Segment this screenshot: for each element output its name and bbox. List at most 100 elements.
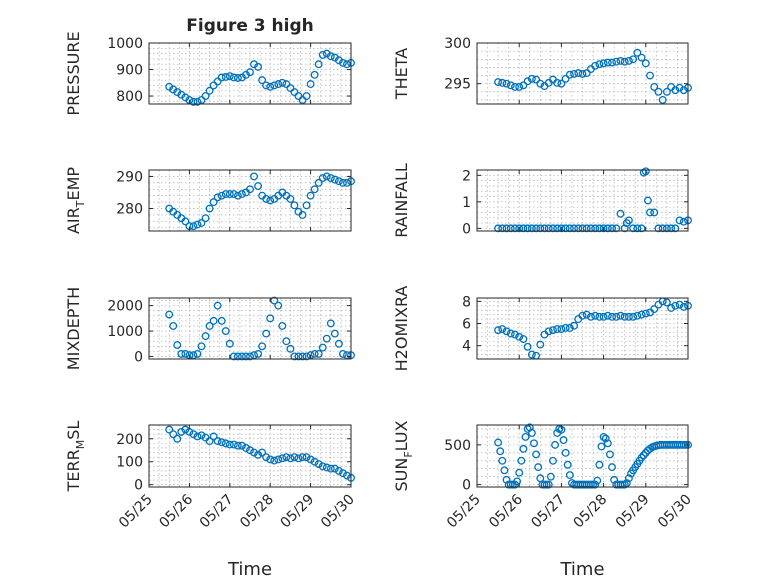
panel-rainfall-point — [675, 216, 684, 225]
panel-sun-flux-point — [603, 439, 612, 448]
panel-rainfall-point — [549, 224, 557, 233]
panel-rainfall-point — [565, 224, 574, 233]
panel-air-temp-point — [298, 210, 307, 219]
panel-pressure-point — [338, 58, 347, 67]
panel-mixdepth-point — [326, 319, 335, 328]
panel-terr-msl-point — [225, 440, 234, 449]
panel-sun-flux-point — [517, 456, 526, 465]
panel-h2omixra-point — [608, 312, 616, 321]
panel-terr-msl-point — [237, 441, 246, 450]
panel-rainfall-point — [603, 224, 612, 233]
panel-terr-msl-point — [233, 441, 242, 450]
panel-h2omixra-point — [523, 342, 532, 351]
panel-pressure-point — [246, 68, 254, 77]
panel-sun-flux-axes — [476, 424, 689, 488]
panel-rainfall-point — [527, 224, 536, 233]
panel-pressure-point — [266, 82, 275, 91]
panel-rainfall-point — [658, 224, 667, 233]
panel-pressure-point — [282, 80, 291, 89]
panel-rainfall-point — [519, 224, 528, 233]
panel-rainfall-point — [498, 224, 507, 233]
panel-mixdepth-point — [343, 351, 351, 360]
panel-theta-axes — [476, 42, 689, 105]
panel-air-temp-point — [306, 191, 315, 200]
panel-mixdepth-point — [270, 296, 279, 305]
panel-rainfall-point — [523, 224, 532, 233]
panel-theta-point — [582, 69, 591, 78]
panel-mixdepth-ytick-label: 2000 — [107, 299, 143, 315]
panel-air-temp-point — [262, 194, 271, 203]
panel-h2omixra-point — [582, 310, 591, 319]
panel-h2omixra-point — [544, 327, 553, 336]
panel-terr-msl-point — [242, 444, 250, 452]
panel-terr-msl-point — [169, 430, 178, 439]
panel-mixdepth-point — [165, 310, 174, 319]
panel-terr-msl-point — [294, 454, 303, 463]
panel-mixdepth-ylabel: MIXDEPTH — [64, 287, 83, 370]
panel-air-temp-ylabel: AIRTEMP — [64, 167, 87, 234]
panel-mixdepth-point — [201, 332, 210, 341]
panel-pressure-point — [286, 84, 295, 93]
panel-theta-point — [629, 55, 638, 64]
panel-h2omixra-point — [561, 323, 570, 332]
panel-rainfall-ytick-label: 2 — [462, 168, 471, 184]
panel-sun-flux-xtick-label: 05/27 — [528, 492, 568, 532]
panel-terr-msl-xtick-label: 05/26 — [156, 491, 196, 531]
panel-sun-flux-point — [622, 479, 631, 487]
panel-pressure-point — [258, 76, 267, 85]
panel-sun-flux-point — [551, 440, 560, 449]
panel-air-temp-ytick-label: 280 — [116, 202, 143, 218]
panel-pressure-point — [343, 60, 351, 69]
panel-theta-point — [608, 58, 616, 67]
panel-terr-msl-point — [338, 469, 347, 478]
panel-sun-flux-point — [559, 436, 568, 445]
panel-h2omixra-point — [637, 310, 646, 319]
panel-theta-point — [561, 74, 570, 83]
panel-h2omixra-ytick-label: 4 — [462, 339, 471, 355]
panel-sun-flux-point — [546, 472, 555, 481]
panel-rainfall-point — [511, 224, 519, 233]
panel-pressure-point — [209, 81, 218, 90]
panel-h2omixra-point — [557, 325, 566, 334]
panel-mixdepth-point — [233, 352, 242, 361]
panel-rainfall-point — [586, 224, 595, 233]
panel-sun-flux-ytick-label: 500 — [444, 438, 471, 454]
panel-mixdepth-point — [173, 341, 182, 349]
panel-sun-flux-point — [637, 453, 646, 462]
panel-sun-flux-point — [544, 480, 553, 489]
panel-theta-point — [565, 70, 574, 79]
panel-theta-ytick-label: 295 — [444, 77, 471, 93]
panel-rainfall-point — [616, 209, 625, 218]
panel-rainfall-point — [515, 224, 524, 233]
panel-mixdepth-point — [282, 337, 291, 346]
panel-terr-msl-axes — [148, 424, 352, 488]
panel-theta-point — [523, 77, 532, 86]
panel-air-temp-point — [189, 222, 198, 231]
panel-pressure-point — [278, 78, 287, 87]
panel-terr-msl-point — [258, 448, 267, 457]
panel-rainfall-point — [641, 167, 650, 176]
panel-theta-point — [591, 61, 600, 70]
panel-sun-flux-point — [502, 475, 511, 484]
panel-terr-msl-point — [246, 446, 254, 455]
panel-h2omixra-point — [506, 329, 515, 338]
panel-sun-flux-point — [513, 477, 522, 486]
panel-terr-msl-xtick-label: 05/30 — [318, 492, 358, 532]
figure-title: Figure 3 high — [186, 16, 314, 36]
panel-air-temp-point — [322, 172, 331, 181]
panel-rainfall-point — [578, 224, 587, 233]
panel-air-temp-point — [197, 219, 206, 227]
panel-h2omixra-point — [527, 350, 536, 359]
panel-h2omixra-ylabel: H2OMIXRA — [392, 286, 411, 372]
panel-air-temp-point — [326, 174, 335, 182]
panel-h2omixra-point — [603, 311, 612, 320]
panel-pressure-ytick-label: 1000 — [107, 36, 143, 52]
panel-rainfall-point — [679, 217, 688, 226]
panel-h2omixra-point — [650, 305, 659, 314]
panel-terr-msl-point — [189, 430, 198, 439]
panel-mixdepth-point — [330, 329, 339, 338]
panel-sun-flux-point — [563, 460, 572, 469]
panel-terr-msl-point — [254, 450, 263, 459]
panel-mixdepth-point — [254, 349, 263, 358]
